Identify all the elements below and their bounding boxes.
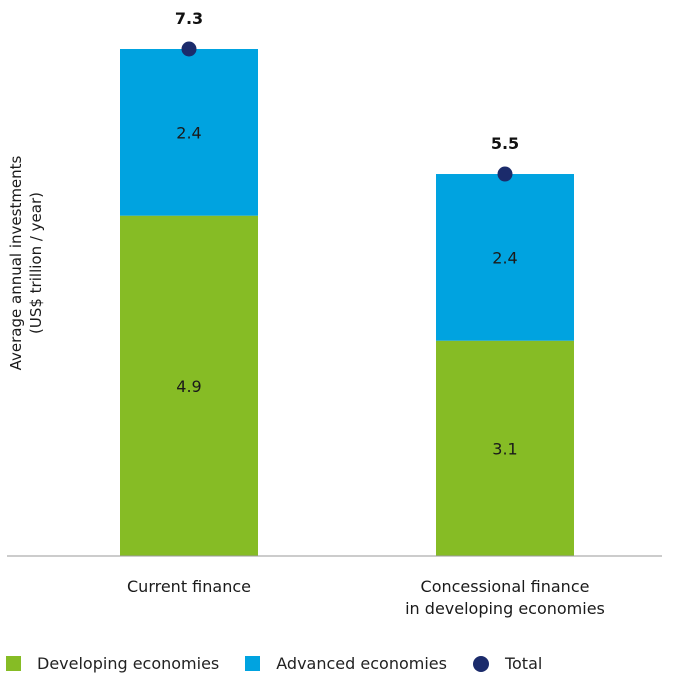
segment-value-label: 2.4 <box>176 123 201 142</box>
advanced-swatch-icon <box>245 656 261 671</box>
legend-item-advanced: Advanced economies <box>245 654 447 673</box>
legend-label-total: Total <box>504 654 543 673</box>
total-dot-icon <box>472 655 489 672</box>
x-tick-label: Concessional finance <box>421 577 590 596</box>
legend-item-total: Total <box>472 654 543 673</box>
segment-value-label: 3.1 <box>492 439 517 458</box>
legend-label-advanced: Advanced economies <box>276 654 447 673</box>
total-value-label: 5.5 <box>491 134 519 153</box>
segment-value-label: 2.4 <box>492 248 517 267</box>
legend: Developing economies Advanced economies … <box>6 654 568 673</box>
total-dot-1 <box>497 166 513 182</box>
developing-swatch-icon <box>6 656 21 671</box>
bar-segment-developing-1 <box>436 340 574 556</box>
y-axis-label: Average annual investments <box>7 155 25 370</box>
total-value-label: 7.3 <box>175 9 203 28</box>
x-tick-label: Current finance <box>127 577 251 596</box>
segment-value-label: 4.9 <box>176 377 201 396</box>
stacked-bar-chart: 4.9 2.4 7.3 Current finance 3.1 2.4 5.5 Concess… <box>7 9 662 618</box>
legend-label-developing: Developing economies <box>37 654 220 673</box>
y-axis-label: (US$ trillion / year) <box>27 192 45 334</box>
bar-segment-developing-0 <box>120 215 258 556</box>
x-tick-label: in developing economies <box>405 599 605 618</box>
total-dot-0 <box>181 41 197 57</box>
bar-segment-advanced-0 <box>120 49 258 216</box>
bar-segment-advanced-1 <box>436 174 574 341</box>
legend-item-developing: Developing economies <box>6 654 219 673</box>
